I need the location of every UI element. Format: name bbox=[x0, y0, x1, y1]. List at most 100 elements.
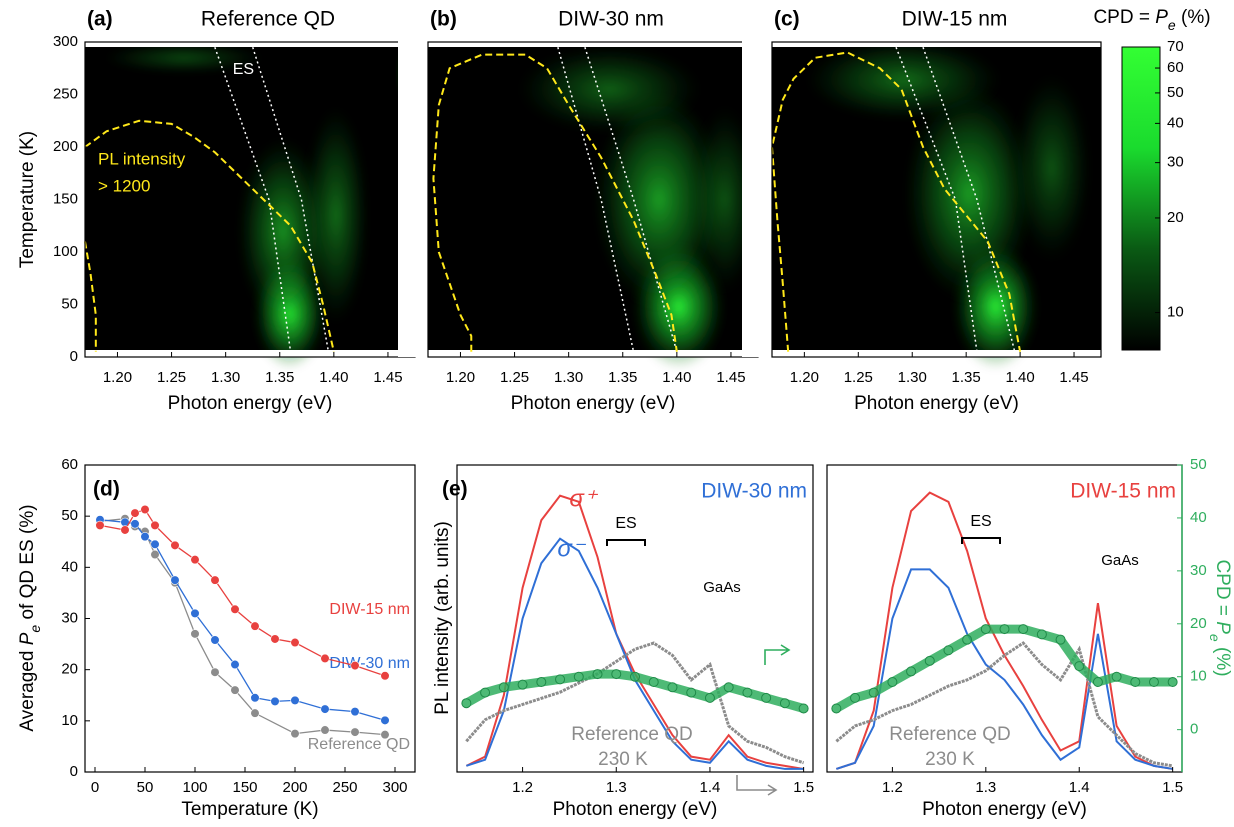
annotation: PL intensity bbox=[98, 149, 186, 168]
x-tick-label: 1.2 bbox=[512, 779, 533, 796]
cpd-point bbox=[924, 655, 935, 666]
data-point bbox=[210, 575, 220, 585]
cpd-point bbox=[1074, 661, 1085, 672]
data-point bbox=[290, 637, 300, 648]
data-point bbox=[270, 696, 280, 706]
cpd-point bbox=[1167, 677, 1178, 688]
axis-label: CPD = Pe (%) bbox=[1207, 559, 1233, 676]
reference-label: Reference QD bbox=[889, 724, 1010, 745]
label-part: e bbox=[27, 625, 43, 633]
data-point bbox=[140, 504, 150, 515]
reference-line bbox=[465, 641, 805, 765]
y-axis-label: PL intensity (arb. units) bbox=[432, 521, 453, 715]
data-point bbox=[140, 532, 150, 542]
data-point bbox=[290, 729, 300, 739]
data-point bbox=[230, 659, 240, 670]
data-point bbox=[350, 727, 360, 737]
colorbar-tick-label: 30 bbox=[1167, 154, 1184, 171]
cpd-point bbox=[962, 634, 973, 645]
data-point bbox=[380, 730, 390, 740]
x-tick-label: 150 bbox=[232, 779, 257, 796]
cpd-point bbox=[498, 682, 509, 693]
y-tick-label: 50 bbox=[61, 295, 78, 312]
x-tick-label: 1.35 bbox=[608, 369, 637, 386]
series-label: DIW-30 nm bbox=[329, 655, 410, 672]
data-point bbox=[190, 629, 200, 639]
series-line bbox=[99, 518, 386, 736]
panel-label: (a) bbox=[87, 8, 113, 31]
cpd-point bbox=[573, 671, 584, 682]
x-tick-label: 1.20 bbox=[446, 369, 475, 386]
cpd-point bbox=[648, 677, 659, 688]
y-tick-label: 50 bbox=[61, 507, 78, 524]
mask bbox=[742, 42, 772, 357]
data-point bbox=[170, 575, 180, 585]
cpd-point bbox=[1092, 677, 1103, 688]
x-tick-label: 1.20 bbox=[790, 369, 819, 386]
x-tick-label: 1.25 bbox=[844, 369, 873, 386]
data-point bbox=[270, 634, 280, 644]
y-tick-label: 100 bbox=[53, 243, 78, 260]
x-axis-label: Photon energy (eV) bbox=[168, 393, 333, 414]
label-part: P bbox=[17, 632, 38, 645]
x-tick-label: 1.25 bbox=[500, 369, 529, 386]
cpd-line bbox=[461, 669, 809, 713]
data-point bbox=[150, 549, 160, 560]
data-point bbox=[170, 540, 180, 550]
cpd-point bbox=[723, 682, 734, 693]
panel-label: (d) bbox=[93, 478, 120, 501]
mask bbox=[1101, 42, 1114, 357]
cpd-point bbox=[980, 624, 991, 635]
x-tick-label: 0 bbox=[91, 779, 99, 796]
label-part: of QD ES (%) bbox=[17, 504, 38, 624]
heatmap-glow bbox=[903, 82, 1036, 304]
cpd-point bbox=[868, 687, 879, 698]
cpd-point bbox=[480, 687, 491, 698]
plot-frame bbox=[771, 41, 1102, 358]
mask bbox=[55, 350, 445, 357]
data-point bbox=[150, 539, 160, 549]
cpd-point bbox=[630, 671, 640, 682]
colorbar-tick-label: 50 bbox=[1167, 84, 1184, 101]
x-tick-label: 1.35 bbox=[265, 369, 294, 386]
axis-label: Averaged Pe of QD ES (%) bbox=[17, 504, 43, 731]
cpd-point bbox=[887, 677, 898, 688]
panel-label: (c) bbox=[774, 8, 800, 31]
x-tick-label: 1.30 bbox=[898, 369, 927, 386]
mask bbox=[398, 350, 788, 357]
series-label: Reference QD bbox=[308, 736, 410, 753]
cpd-point bbox=[686, 687, 697, 698]
x-tick-label: 100 bbox=[182, 779, 207, 796]
panel-title: DIW-30 nm bbox=[558, 8, 664, 31]
x-tick-label: 200 bbox=[282, 779, 307, 796]
colorbar-tick-label: 40 bbox=[1167, 114, 1184, 131]
series-label: σ⁻ bbox=[557, 535, 586, 562]
cpd-point bbox=[461, 698, 472, 709]
heatmap-glow bbox=[593, 89, 725, 310]
cpd-point bbox=[1148, 677, 1159, 688]
mask bbox=[398, 42, 428, 357]
label-part: P bbox=[1212, 621, 1233, 634]
pl-line bbox=[836, 568, 1173, 770]
cpd-point bbox=[611, 669, 622, 680]
x-tick-label: 1.4 bbox=[700, 779, 721, 796]
reference-line bbox=[835, 641, 1173, 768]
cpd-point bbox=[555, 674, 566, 685]
data-point bbox=[350, 660, 360, 671]
reference-arrow bbox=[736, 775, 778, 796]
label-part: P bbox=[1155, 7, 1168, 28]
x-tick-label: 1.4 bbox=[1069, 779, 1090, 796]
cpd-point bbox=[1018, 624, 1029, 635]
y-tick-label: 30 bbox=[61, 609, 78, 626]
cpd-point bbox=[906, 666, 917, 677]
pl-contour bbox=[770, 51, 1022, 352]
es-label: ES bbox=[970, 513, 991, 530]
y-tick-label: 40 bbox=[61, 558, 78, 575]
x-tick-label: 1.30 bbox=[554, 369, 583, 386]
pl-contour bbox=[84, 119, 335, 352]
es-line bbox=[922, 46, 1016, 352]
series-line bbox=[99, 519, 386, 721]
heatmap-glow bbox=[517, 45, 702, 134]
x-tick-label: 300 bbox=[382, 779, 407, 796]
mask bbox=[55, 42, 85, 357]
